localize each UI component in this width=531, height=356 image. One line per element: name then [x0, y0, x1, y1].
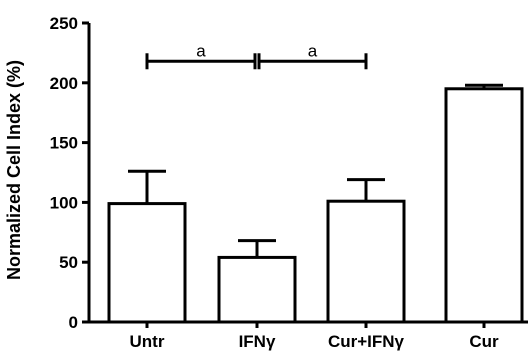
x-tick-label-0: Untr — [130, 332, 165, 351]
bracket-label-1: a — [308, 41, 318, 60]
bars — [107, 83, 524, 324]
bracket-label-0: a — [196, 41, 206, 60]
y-tick-label-0: 0 — [69, 313, 78, 332]
y-axis-label: Normalized Cell Index (%) — [4, 60, 24, 280]
x-tick-label-3: Cur — [469, 332, 499, 351]
y-tick-label-150: 150 — [50, 134, 78, 153]
bar-3 — [444, 87, 524, 324]
y-tick-label-50: 50 — [59, 253, 78, 272]
y-tick-label-200: 200 — [50, 74, 78, 93]
bar-0 — [107, 202, 187, 324]
bar-1 — [217, 255, 297, 324]
y-tick-label-100: 100 — [50, 193, 78, 212]
x-tick-label-2: Cur+IFNγ — [328, 332, 405, 351]
y-tick-label-250: 250 — [50, 14, 78, 33]
x-axis: Untr IFNγ Cur+IFNγ Cur — [89, 320, 528, 351]
x-tick-label-1: IFNγ — [239, 332, 276, 351]
y-axis: 0 50 100 150 200 250 — [50, 14, 91, 332]
bar-2 — [326, 199, 406, 324]
